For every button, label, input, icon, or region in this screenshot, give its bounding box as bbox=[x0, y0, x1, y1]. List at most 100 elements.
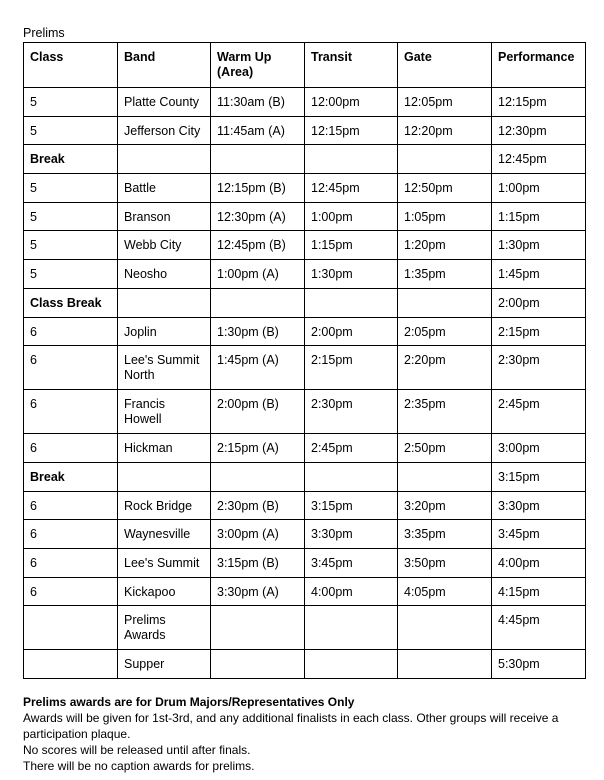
cell-performance: 12:15pm bbox=[491, 87, 586, 117]
cell-warm-up bbox=[210, 287, 305, 318]
prelims-schedule-table: Class Band Warm Up (Area) Transit Gate P… bbox=[23, 42, 586, 679]
table-row: 6 Lee's Summit North 1:45pm (A) 2:15pm 2:20p… bbox=[23, 345, 586, 391]
cell-band: Rock Bridge bbox=[117, 490, 211, 521]
cell-performance: 1:30pm bbox=[491, 230, 586, 261]
cell-warm-up: 12:15pm (B) bbox=[210, 173, 305, 203]
note-line: There will be no caption awards for prel… bbox=[23, 759, 255, 773]
cell-transit: 2:45pm bbox=[304, 433, 398, 463]
table-row: 5 Neosho 1:00pm (A) 1:30pm 1:35pm 1:45pm bbox=[23, 259, 586, 289]
cell-band: Joplin bbox=[117, 316, 211, 347]
cell-band: Lee's Summit bbox=[117, 547, 211, 578]
cell-gate: 2:50pm bbox=[397, 433, 492, 463]
cell-gate: 2:20pm bbox=[397, 345, 492, 391]
cell-class: 5 bbox=[23, 87, 118, 117]
cell-warm-up bbox=[210, 461, 305, 492]
table-row: 5 Webb City 12:45pm (B) 1:15pm 1:20pm 1:30pm bbox=[23, 230, 586, 261]
cell-class: 6 bbox=[23, 389, 118, 435]
cell-warm-up: 2:00pm (B) bbox=[210, 389, 305, 435]
cell-band: Francis Howell bbox=[117, 389, 211, 435]
cell-warm-up bbox=[210, 605, 305, 651]
cell-band: Supper bbox=[117, 649, 211, 679]
cell-gate: 12:20pm bbox=[397, 115, 492, 146]
cell-performance: 12:45pm bbox=[491, 144, 586, 175]
table-row: 6 Waynesville 3:00pm (A) 3:30pm 3:35pm 3:45pm bbox=[23, 519, 586, 549]
cell-class bbox=[23, 605, 118, 651]
cell-band: Hickman bbox=[117, 433, 211, 463]
cell-band bbox=[117, 461, 211, 492]
cell-performance: 12:30pm bbox=[491, 115, 586, 146]
cell-performance: 2:15pm bbox=[491, 316, 586, 347]
cell-transit: 2:00pm bbox=[304, 316, 398, 347]
cell-gate: 12:50pm bbox=[397, 173, 492, 203]
cell-gate: 2:35pm bbox=[397, 389, 492, 435]
cell-performance: 1:00pm bbox=[491, 173, 586, 203]
cell-band bbox=[117, 287, 211, 318]
cell-gate: 1:35pm bbox=[397, 259, 492, 289]
cell-warm-up: 11:45am (A) bbox=[210, 115, 305, 146]
cell-warm-up: 3:00pm (A) bbox=[210, 519, 305, 549]
cell-class: 5 bbox=[23, 259, 118, 289]
cell-gate: 1:20pm bbox=[397, 230, 492, 261]
cell-warm-up: 12:30pm (A) bbox=[210, 201, 305, 232]
cell-warm-up: 2:30pm (B) bbox=[210, 490, 305, 521]
cell-performance: 3:45pm bbox=[491, 519, 586, 549]
cell-transit: 2:30pm bbox=[304, 389, 398, 435]
cell-performance: 3:00pm bbox=[491, 433, 586, 463]
cell-gate: 3:50pm bbox=[397, 547, 492, 578]
cell-warm-up: 3:15pm (B) bbox=[210, 547, 305, 578]
note-line: No scores will be released until after f… bbox=[23, 743, 251, 757]
cell-performance: 4:15pm bbox=[491, 576, 586, 607]
cell-class: Class Break bbox=[23, 287, 118, 318]
cell-band: Lee's Summit North bbox=[117, 345, 211, 391]
cell-class: 6 bbox=[23, 490, 118, 521]
table-header-row: Class Band Warm Up (Area) Transit Gate P… bbox=[23, 42, 586, 88]
cell-band: Jefferson City bbox=[117, 115, 211, 146]
cell-class: 6 bbox=[23, 547, 118, 578]
cell-performance: 5:30pm bbox=[491, 649, 586, 679]
break-row: Class Break 2:00pm bbox=[23, 287, 586, 318]
break-row: Break 3:15pm bbox=[23, 461, 586, 492]
cell-gate: 4:05pm bbox=[397, 576, 492, 607]
cell-gate: 3:20pm bbox=[397, 490, 492, 521]
cell-transit: 1:15pm bbox=[304, 230, 398, 261]
cell-transit bbox=[304, 461, 398, 492]
table-row: Prelims Awards 4:45pm bbox=[23, 605, 586, 651]
cell-transit: 3:15pm bbox=[304, 490, 398, 521]
cell-performance: 2:00pm bbox=[491, 287, 586, 318]
cell-performance: 2:45pm bbox=[491, 389, 586, 435]
cell-gate: 12:05pm bbox=[397, 87, 492, 117]
table-row: 6 Hickman 2:15pm (A) 2:45pm 2:50pm 3:00pm bbox=[23, 433, 586, 463]
cell-class: 5 bbox=[23, 173, 118, 203]
table-row: Supper 5:30pm bbox=[23, 649, 586, 679]
cell-transit: 3:45pm bbox=[304, 547, 398, 578]
cell-transit: 12:00pm bbox=[304, 87, 398, 117]
cell-warm-up bbox=[210, 649, 305, 679]
cell-warm-up: 3:30pm (A) bbox=[210, 576, 305, 607]
cell-transit: 4:00pm bbox=[304, 576, 398, 607]
cell-band: Prelims Awards bbox=[117, 605, 211, 651]
cell-band: Branson bbox=[117, 201, 211, 232]
break-row: Break 12:45pm bbox=[23, 144, 586, 175]
cell-class bbox=[23, 649, 118, 679]
cell-band bbox=[117, 144, 211, 175]
header-performance: Performance bbox=[491, 42, 586, 88]
table-row: 6 Kickapoo 3:30pm (A) 4:00pm 4:05pm 4:15pm bbox=[23, 576, 586, 607]
table-row: 5 Jefferson City 11:45am (A) 12:15pm 12:20pm… bbox=[23, 115, 586, 146]
cell-band: Platte County bbox=[117, 87, 211, 117]
cell-transit: 1:30pm bbox=[304, 259, 398, 289]
cell-gate: 1:05pm bbox=[397, 201, 492, 232]
cell-warm-up: 1:30pm (B) bbox=[210, 316, 305, 347]
table-row: 5 Battle 12:15pm (B) 12:45pm 12:50pm 1:00pm bbox=[23, 173, 586, 203]
cell-gate: 2:05pm bbox=[397, 316, 492, 347]
cell-performance: 1:45pm bbox=[491, 259, 586, 289]
cell-performance: 3:15pm bbox=[491, 461, 586, 492]
cell-class: 5 bbox=[23, 115, 118, 146]
section-title: Prelims bbox=[23, 26, 65, 40]
cell-warm-up bbox=[210, 144, 305, 175]
cell-transit bbox=[304, 287, 398, 318]
table-row: 5 Platte County 11:30am (B) 12:00pm 12:05pm 1… bbox=[23, 87, 586, 117]
cell-gate bbox=[397, 649, 492, 679]
table-row: 6 Francis Howell 2:00pm (B) 2:30pm 2:35pm 2:4… bbox=[23, 389, 586, 435]
header-class: Class bbox=[23, 42, 118, 88]
cell-class: 6 bbox=[23, 519, 118, 549]
